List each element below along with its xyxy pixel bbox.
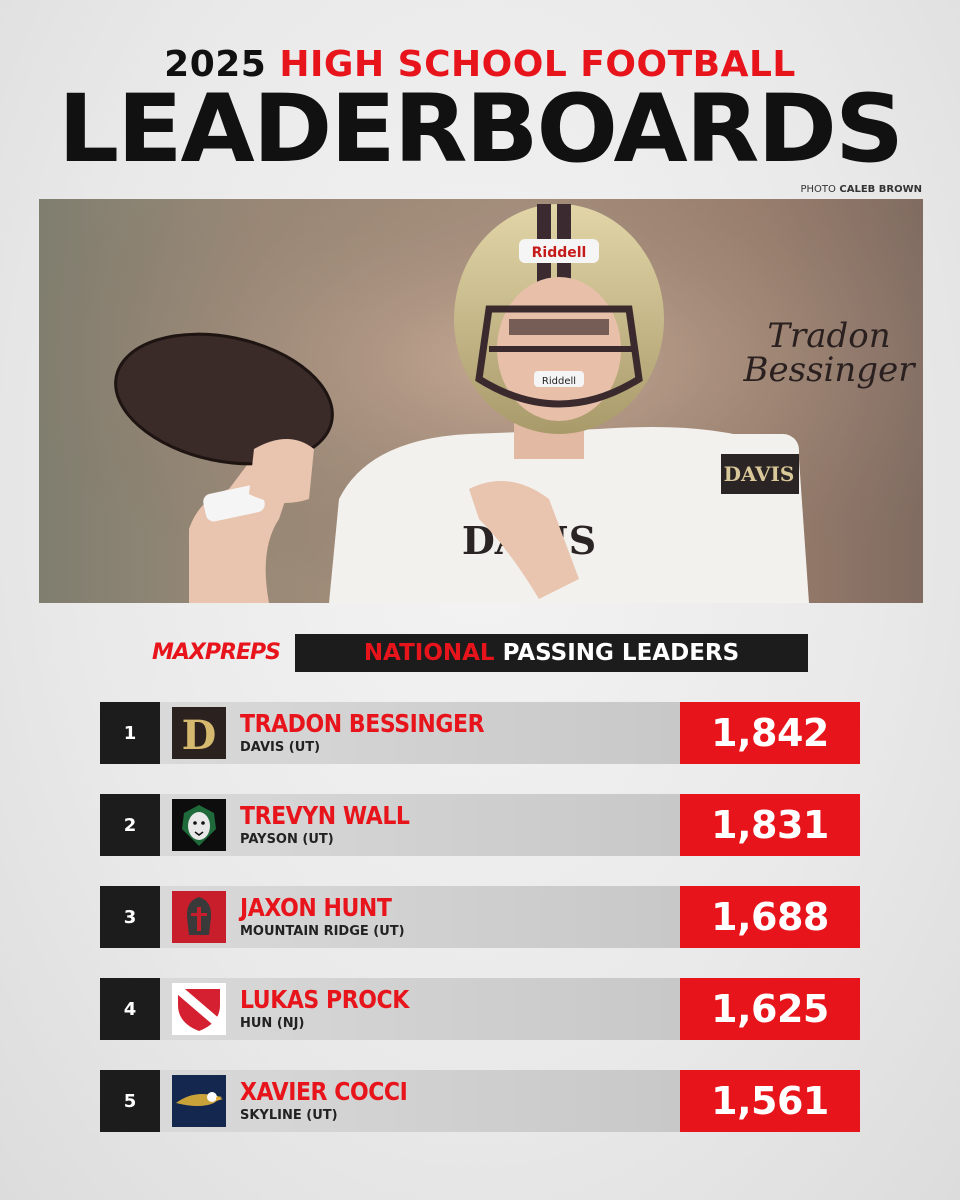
maxpreps-logo: MAXPREPS — [152, 640, 281, 665]
leader-school: HUN (NJ) — [240, 1016, 305, 1031]
section-header-text: PASSING LEADERS — [502, 640, 740, 666]
leader-name: XAVIER COCCI — [240, 1077, 408, 1106]
leader-rank: 5 — [100, 1070, 160, 1132]
photo-credit-name: CALEB BROWN — [839, 184, 922, 195]
section-header: NATIONAL PASSING LEADERS — [295, 634, 808, 672]
facemask-brand-text: Riddell — [542, 376, 576, 387]
leader-rank: 4 — [100, 978, 160, 1040]
player-signature: Tradon Bessinger — [739, 319, 919, 387]
headline-subtitle-text: HIGH SCHOOL FOOTBALL — [279, 44, 796, 85]
leader-passing-yards: 1,842 — [680, 702, 860, 764]
leader-info: LUKAS PROCK HUN (NJ) — [160, 978, 680, 1040]
quarterback-illustration: DAVIS DAVIS Riddell Riddell — [39, 199, 923, 603]
leader-passing-yards: 1,625 — [680, 978, 860, 1040]
hun-shield-logo-icon — [172, 983, 226, 1035]
leader-row: 2 TREVYN WALL PAYSON (UT) 1,831 — [100, 794, 860, 856]
hero-photo: DAVIS DAVIS Riddell Riddell Tradon Bessi… — [39, 199, 923, 603]
leader-info: XAVIER COCCI SKYLINE (UT) — [160, 1070, 680, 1132]
headline-year: 2025 — [164, 44, 267, 85]
photo-credit-label: PHOTO — [800, 184, 836, 195]
leader-rank: 2 — [100, 794, 160, 856]
leader-name: TREVYN WALL — [240, 801, 410, 830]
signature-line-2: Bessinger — [743, 350, 915, 390]
leader-school: MOUNTAIN RIDGE (UT) — [240, 924, 405, 939]
leader-passing-yards: 1,561 — [680, 1070, 860, 1132]
leader-school: DAVIS (UT) — [240, 740, 321, 755]
davis-d-letter: D — [182, 712, 217, 759]
leader-name: JAXON HUNT — [240, 893, 392, 922]
leader-info: D TRADON BESSINGER DAVIS (UT) — [160, 702, 680, 764]
helmet-brand-text: Riddell — [532, 245, 587, 261]
mountain-ridge-spartan-logo-icon — [172, 891, 226, 943]
sleeve-text: DAVIS — [724, 462, 795, 486]
leader-info: JAXON HUNT MOUNTAIN RIDGE (UT) — [160, 886, 680, 948]
leader-row: 1 D TRADON BESSINGER DAVIS (UT) 1,842 — [100, 702, 860, 764]
leader-school: SKYLINE (UT) — [240, 1108, 338, 1123]
signature-line-1: Tradon — [767, 316, 891, 356]
payson-lion-logo-icon — [172, 799, 226, 851]
section-header-highlight: NATIONAL — [363, 640, 495, 666]
headline-subtitle: 2025 HIGH SCHOOL FOOTBALL — [0, 44, 960, 85]
leader-row: 5 XAVIER COCCI SKYLINE (UT) 1,561 — [100, 1070, 860, 1132]
leader-row: 4 LUKAS PROCK HUN (NJ) 1,625 — [100, 978, 860, 1040]
leader-rank: 3 — [100, 886, 160, 948]
leader-row: 3 JAXON HUNT MOUNTAIN RIDGE (UT) 1,688 — [100, 886, 860, 948]
photo-credit: PHOTO CALEB BROWN — [801, 184, 923, 195]
leader-name: LUKAS PROCK — [240, 985, 409, 1014]
leader-info: TREVYN WALL PAYSON (UT) — [160, 794, 680, 856]
leader-name: TRADON BESSINGER — [240, 709, 485, 738]
page-title: LEADERBOARDS — [58, 75, 904, 184]
leader-passing-yards: 1,688 — [680, 886, 860, 948]
leader-rank: 1 — [100, 702, 160, 764]
leader-school: PAYSON (UT) — [240, 832, 334, 847]
skyline-eagle-logo-icon — [172, 1075, 226, 1127]
davis-d-logo-icon: D — [172, 707, 226, 759]
leader-passing-yards: 1,831 — [680, 794, 860, 856]
